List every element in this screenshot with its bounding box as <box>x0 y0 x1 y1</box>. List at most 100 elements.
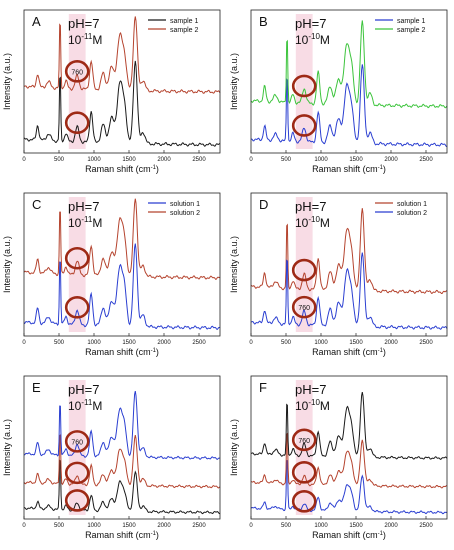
series-line-1 <box>23 459 221 515</box>
ph-annotation: pH=7 <box>68 16 99 31</box>
plot-frame <box>250 192 448 337</box>
panel-letter: F <box>259 380 267 395</box>
x-tick-label: 1500 <box>122 340 136 346</box>
series-line-1 <box>23 243 221 331</box>
peak-circle-2 <box>64 246 90 270</box>
x-axis-label: Raman shift (cm-1) <box>85 164 159 174</box>
ph-annotation: pH=7 <box>295 382 326 397</box>
peak-circle-1 <box>291 258 317 282</box>
peak-label: 760 <box>298 305 310 312</box>
panel-letter: E <box>32 380 41 395</box>
series-line-2 <box>23 434 221 489</box>
plot-frame <box>250 375 448 520</box>
peak-label: 760 <box>71 69 83 76</box>
x-tick-label: 2500 <box>192 340 206 346</box>
peak-circle-1 <box>64 111 90 135</box>
legend-label: sample 2 <box>170 27 199 34</box>
panel-letter: A <box>32 14 41 29</box>
x-tick-label: 1000 <box>87 157 101 163</box>
x-tick-label: 500 <box>54 523 65 529</box>
x-tick-label: 2500 <box>192 157 206 163</box>
peak-circle-3 <box>64 430 90 453</box>
x-tick-label: 0 <box>22 340 26 346</box>
x-tick-label: 1000 <box>314 157 328 163</box>
x-axis-label: Raman shift (cm-1) <box>312 347 386 357</box>
peak-circle-1 <box>291 490 317 513</box>
panel-a: 760 0 500 1000 1500 2000 2500 Raman shift (cm-1… <box>2 9 221 174</box>
legend-label: sample 1 <box>170 18 199 25</box>
series-line-1 <box>250 64 448 148</box>
x-tick-label: 2500 <box>419 157 433 163</box>
x-tick-label: 500 <box>281 340 292 346</box>
plot-frame <box>250 9 448 154</box>
x-tick-label: 2000 <box>384 157 398 163</box>
concentration-annotation: 10-11M <box>68 398 102 413</box>
panel-letter: B <box>259 14 268 29</box>
x-tick-label: 0 <box>22 523 26 529</box>
y-axis-label: Intensity (a.u.) <box>2 236 12 293</box>
legend-label: sample 1 <box>397 18 426 25</box>
panel-e: 760 0 500 1000 1500 2000 2500 Raman shift (cm-1… <box>2 375 221 540</box>
legend-label: solution 2 <box>397 210 427 217</box>
plot-frame <box>23 375 221 520</box>
legend-label: sample 2 <box>397 27 426 34</box>
panel-c: 0 500 1000 1500 2000 2500 Raman shift (cm-1) In… <box>2 192 221 357</box>
concentration-annotation: 10-11M <box>68 215 102 230</box>
panel-letter: D <box>259 197 268 212</box>
ph-annotation: pH=7 <box>68 382 99 397</box>
panel-letter: C <box>32 197 41 212</box>
plot-frame <box>23 192 221 337</box>
series-line-2 <box>250 20 448 109</box>
x-tick-label: 500 <box>54 157 65 163</box>
peak-label: 760 <box>298 438 310 445</box>
x-tick-label: 2000 <box>157 340 171 346</box>
series-line-3 <box>23 390 221 461</box>
x-tick-label: 2500 <box>192 523 206 529</box>
x-tick-label: 1500 <box>122 523 136 529</box>
x-tick-label: 1500 <box>122 157 136 163</box>
x-tick-label: 0 <box>249 157 253 163</box>
plot-frame <box>23 9 221 154</box>
x-tick-label: 1500 <box>349 340 363 346</box>
x-tick-label: 1500 <box>349 157 363 163</box>
x-tick-label: 1000 <box>87 523 101 529</box>
y-axis-label: Intensity (a.u.) <box>2 419 12 476</box>
peak-circle-2 <box>64 60 90 83</box>
series-line-1 <box>23 60 220 147</box>
peak-circle-2 <box>291 461 317 484</box>
panel-b: 0 500 1000 1500 2000 2500 Raman shift (cm-1) In… <box>229 9 448 174</box>
x-tick-label: 2000 <box>384 523 398 529</box>
series-line-3 <box>250 392 448 461</box>
legend-label: solution 1 <box>170 201 200 208</box>
series-line-2 <box>23 198 221 281</box>
ph-annotation: pH=7 <box>295 199 326 214</box>
x-tick-label: 500 <box>281 157 292 163</box>
series-line-2 <box>250 432 448 489</box>
x-axis-label: Raman shift (cm-1) <box>312 530 386 540</box>
x-axis-label: Raman shift (cm-1) <box>85 530 159 540</box>
x-tick-label: 500 <box>281 523 292 529</box>
peak-circle-1 <box>64 489 90 512</box>
ph-annotation: pH=7 <box>295 16 326 31</box>
concentration-annotation: 10-10M <box>295 32 330 47</box>
panel-d: 760 0 500 1000 1500 2000 2500 Raman shift (cm-1… <box>229 192 448 357</box>
legend-label: solution 2 <box>170 210 200 217</box>
x-tick-label: 2000 <box>157 523 171 529</box>
x-tick-label: 1000 <box>314 340 328 346</box>
series-line-1 <box>250 460 448 515</box>
peak-circle-3 <box>291 428 317 452</box>
x-tick-label: 500 <box>54 340 65 346</box>
concentration-annotation: 10-10M <box>295 215 330 230</box>
series-line-1 <box>250 208 448 295</box>
peak-circle-2 <box>291 74 317 98</box>
x-tick-label: 2500 <box>419 523 433 529</box>
x-tick-label: 2000 <box>384 340 398 346</box>
x-tick-label: 1000 <box>87 340 101 346</box>
series-line-2 <box>250 252 448 330</box>
peak-circle-2 <box>291 295 317 319</box>
peak-circle-2 <box>64 461 90 485</box>
x-tick-label: 0 <box>249 340 253 346</box>
x-tick-label: 0 <box>249 523 253 529</box>
ph-annotation: pH=7 <box>68 199 99 214</box>
